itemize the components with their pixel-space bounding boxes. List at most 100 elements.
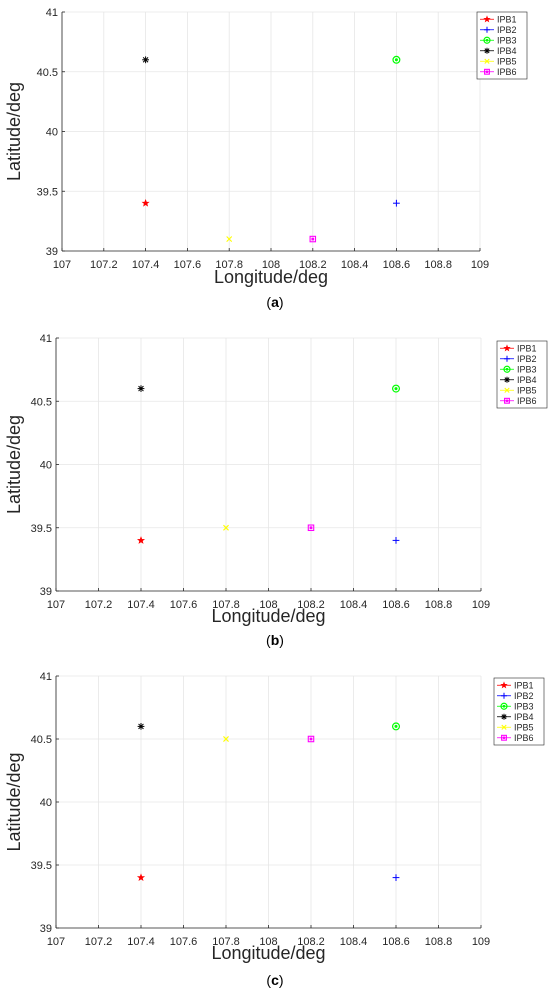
legend-label-ipb2: IPB2: [497, 25, 517, 35]
legend-marker-ipb6-box: [504, 397, 510, 404]
y-axis-label: Latitude/deg: [4, 752, 24, 851]
x-tick-label: 107.2: [85, 936, 113, 948]
data-point-ipb3: [392, 384, 401, 393]
x-tick-label: 108.4: [340, 936, 368, 948]
x-tick-label: 108.2: [297, 936, 325, 948]
data-point-ipb6: [309, 235, 317, 243]
x-axis-label: Longitude/deg: [214, 267, 328, 287]
data-point-ipb3-ring: [392, 55, 401, 64]
legend-marker-ipb5: [501, 724, 507, 730]
y-tick-label: 39: [40, 923, 52, 935]
legend-marker-ipb6-fill: [502, 736, 506, 739]
x-tick-label: 107.8: [215, 259, 243, 271]
legend-marker-ipb6-fill: [505, 399, 509, 402]
legend-marker-ipb2: [484, 26, 490, 33]
x-tick-label: 108: [262, 259, 280, 271]
legend-marker-ipb5: [504, 387, 510, 393]
legend-label-ipb1: IPB1: [497, 14, 517, 24]
data-point-ipb3-dot: [394, 58, 398, 62]
x-tick-label: 107: [47, 936, 65, 948]
x-tick-label: 108.6: [383, 259, 411, 271]
y-tick-label: 40: [40, 460, 52, 472]
data-point-ipb5: [223, 524, 229, 531]
caption-close-paren: ): [279, 972, 284, 988]
data-point-ipb3-ring: [392, 384, 401, 393]
caption-letter: a: [271, 294, 279, 310]
legend-marker-ipb4: [504, 376, 510, 383]
caption-open-paren: (: [266, 632, 271, 648]
legend-marker-ipb1: [503, 344, 511, 352]
legend-marker-ipb6-box: [501, 734, 507, 741]
x-tick-label: 108.4: [341, 259, 369, 271]
data-point-ipb5-d2: [226, 236, 233, 242]
legend-marker-ipb3: [483, 36, 491, 44]
data-point-ipb4: [142, 56, 149, 64]
legend-marker-ipb3: [500, 702, 508, 710]
data-point-ipb6-fill: [309, 737, 313, 741]
data-point-ipb6-fill: [309, 526, 313, 530]
data-point-ipb1: [136, 873, 146, 882]
data-point-ipb1: [141, 198, 150, 207]
legend-marker-ipb4: [484, 47, 490, 54]
data-point-ipb1-shape: [141, 198, 150, 207]
data-point-ipb6-fill: [311, 237, 315, 241]
data-point-ipb1: [136, 536, 146, 544]
chart-panel-c: 107 107.2 107.4 107.6 107.8 108 108.2 108.4 108.…: [4, 671, 545, 988]
legend-marker-ipb1: [500, 681, 508, 689]
data-point-ipb3-dot: [394, 387, 398, 391]
x-tick-label: 108.8: [425, 936, 453, 948]
legend-box: [476, 11, 528, 80]
data-point-ipb6: [307, 735, 315, 743]
x-tick-label: 108.2: [297, 599, 325, 611]
legend-marker-ipb3-dot: [502, 704, 506, 708]
legend-marker-ipb4-d2: [504, 377, 510, 383]
panel-caption: (b): [266, 632, 284, 648]
caption-close-paren: ): [279, 632, 284, 648]
data-point-ipb6: [307, 524, 315, 532]
x-tick-label: 107.4: [127, 936, 155, 948]
data-point-ipb1-shape: [136, 536, 146, 544]
legend-marker-ipb6: [504, 397, 510, 404]
data-point-ipb3: [392, 55, 401, 64]
legend-marker-ipb3: [503, 365, 511, 373]
legend-label-ipb4: IPB4: [514, 712, 534, 722]
legend-marker-ipb3-ring: [500, 702, 508, 710]
data-point-ipb6-box: [307, 524, 315, 532]
y-tick-label: 39.5: [37, 186, 58, 198]
caption-close-paren: ): [279, 294, 284, 310]
y-axis-label: Latitude/deg: [4, 82, 24, 181]
legend-marker-ipb2: [504, 355, 510, 362]
legend-marker-ipb1: [483, 15, 491, 23]
y-tick-label: 41: [40, 333, 52, 345]
data-point-ipb6-box: [307, 735, 315, 743]
legend-label-ipb2: IPB2: [514, 691, 534, 701]
data-point-ipb4: [137, 723, 145, 730]
x-tick-label: 107: [53, 259, 71, 271]
legend-marker-ipb5: [484, 58, 490, 64]
x-tick-label: 108.6: [382, 599, 410, 611]
legend-box: [496, 340, 548, 409]
data-point-ipb4-d2: [138, 385, 144, 392]
x-tick-label: 109: [472, 936, 490, 948]
data-point-ipb2: [393, 199, 400, 207]
y-axis-label: Latitude/deg: [4, 415, 24, 514]
data-point-ipb2: [392, 537, 400, 544]
caption-open-paren: (: [266, 972, 271, 988]
x-tick-label: 107: [47, 599, 65, 611]
legend-marker-ipb6-fill: [485, 70, 489, 73]
y-tick-label: 40: [46, 127, 58, 139]
chart-panel-b: 107 107.2 107.4 107.6 107.8 108 108.2 108.4 108.…: [4, 333, 548, 648]
legend-marker-ipb5-d2: [501, 724, 507, 730]
data-point-ipb4-d2: [138, 723, 144, 730]
legend-box: [493, 677, 545, 746]
data-point-ipb5: [226, 236, 233, 242]
data-point-ipb4: [137, 385, 145, 392]
x-tick-label: 107.2: [90, 259, 118, 271]
legend-marker-ipb1-shape: [503, 344, 511, 352]
x-tick-label: 109: [471, 259, 489, 271]
legend-label-ipb3: IPB3: [517, 364, 537, 374]
legend-label-ipb1: IPB1: [517, 343, 537, 353]
